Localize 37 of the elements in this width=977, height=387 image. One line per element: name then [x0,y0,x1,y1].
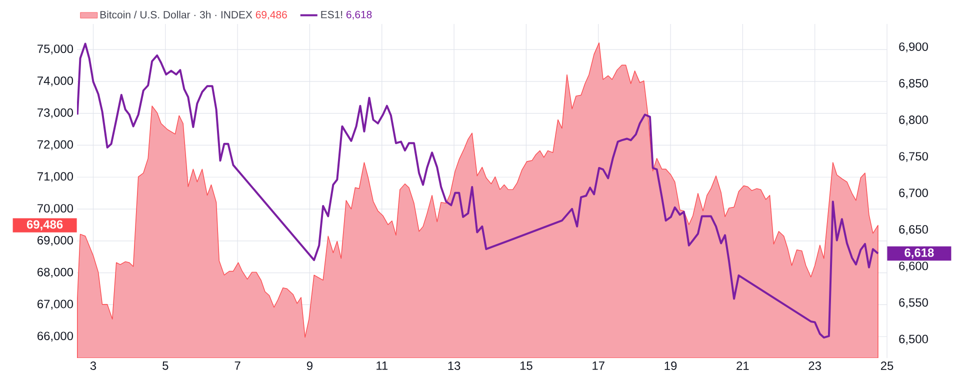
x-tick-label: 19 [664,362,677,370]
y-tick-label: 68,000 [38,268,74,278]
legend-label: ES1! [321,10,342,18]
x-tick-label: 17 [592,362,604,370]
x-tick-label: 7 [234,362,240,370]
y-tick-label: 66,000 [38,332,74,342]
y-tick-label: 72,000 [38,140,74,150]
y-tick-label: 70,000 [38,204,74,214]
y-tick-label: 75,000 [38,44,74,54]
y2-tick-label: 6,600 [899,262,928,272]
x-tick-label: 21 [736,362,749,370]
y2-tick-label: 6,700 [899,188,928,198]
y-tick-label: 71,000 [38,172,74,182]
y-tick-label: 73,000 [38,108,74,118]
x-tick-label: 25 [880,362,894,370]
x-tick-label: 11 [376,362,388,370]
x-tick-label: 13 [448,362,460,370]
x-tick-label: 23 [808,362,821,370]
legend-label: Bitcoin / U.S. Dollar · 3h · INDEX [100,10,252,18]
x-tick-label: 9 [306,362,312,370]
y-tick-label: 74,000 [38,76,74,86]
y2-tick-label: 6,900 [899,42,928,52]
x-tick-label: 3 [90,362,96,370]
text: 6,618 [904,248,934,259]
y-tick-label: 67,000 [38,300,74,310]
x-tick-label: 5 [162,362,168,370]
text: 69,486 [256,11,287,20]
y2-tick-label: 6,550 [899,298,928,308]
text: 69,486 [26,220,63,230]
y-tick-label: 69,000 [38,236,74,246]
text: 6,618 [346,10,372,20]
y2-tick-label: 6,750 [899,152,928,162]
y2-tick-label: 6,800 [899,116,928,126]
y2-tick-label: 6,500 [899,334,928,345]
y2-tick-label: 6,650 [899,225,928,236]
y2-tick-label: 6,850 [899,78,928,89]
x-tick-label: 15 [520,362,532,370]
